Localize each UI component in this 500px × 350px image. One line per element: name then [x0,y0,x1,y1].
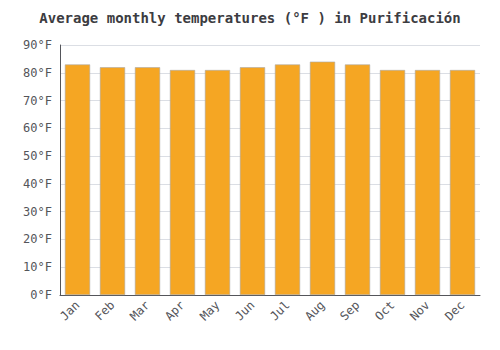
svg-text:Oct: Oct [372,298,397,323]
svg-text:Jun: Jun [232,298,257,323]
svg-text:Mar: Mar [127,298,152,323]
svg-text:0°F: 0°F [30,288,52,302]
svg-text:50°F: 50°F [23,149,52,163]
svg-text:Sep: Sep [337,298,362,323]
svg-text:Jan: Jan [57,298,82,323]
svg-text:Nov: Nov [407,298,432,323]
svg-text:Feb: Feb [92,298,117,323]
svg-text:Dec: Dec [442,298,467,323]
svg-text:70°F: 70°F [23,94,52,108]
svg-text:10°F: 10°F [23,260,52,274]
svg-text:30°F: 30°F [23,205,52,219]
svg-text:Aug: Aug [302,298,327,323]
svg-text:90°F: 90°F [23,38,52,52]
svg-text:80°F: 80°F [23,66,52,80]
svg-text:40°F: 40°F [23,177,52,191]
svg-text:Apr: Apr [162,298,187,323]
svg-text:60°F: 60°F [23,121,52,135]
svg-text:20°F: 20°F [23,232,52,246]
svg-text:Average monthly temperatures (: Average monthly temperatures (°F ) in Pu… [39,10,460,26]
svg-text:Jul: Jul [267,298,292,323]
svg-text:May: May [197,298,222,323]
